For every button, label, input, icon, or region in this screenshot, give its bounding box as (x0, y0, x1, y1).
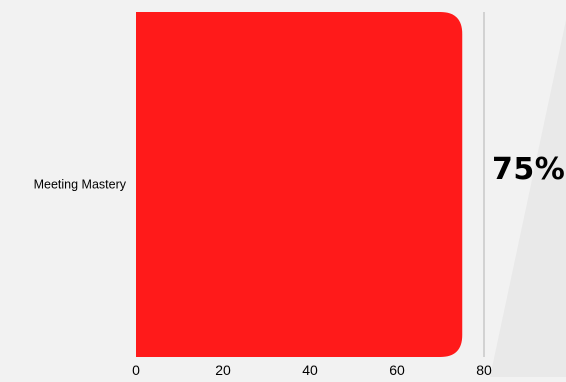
x-tick-label: 20 (215, 362, 231, 377)
x-tick-label: 0 (132, 362, 140, 377)
x-tick-label: 80 (476, 362, 492, 377)
x-tick-label: 40 (302, 362, 318, 377)
x-tick-label: 60 (389, 362, 405, 377)
category-label: Meeting Mastery (34, 178, 127, 192)
percentage-value: 75% (492, 152, 566, 187)
bars-layer (136, 12, 463, 357)
bar-meeting-mastery (136, 12, 463, 357)
x-axis-ticks: 0 20 40 60 80 (132, 362, 492, 378)
y-axis-categories: Meeting Mastery (34, 178, 127, 192)
